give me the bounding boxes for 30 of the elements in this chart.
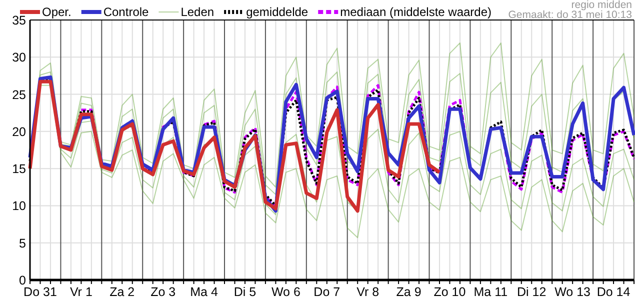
x-tick-label: Do 7 [314,285,340,299]
y-tick-label: 10 [12,199,26,214]
x-tick-label: Za 2 [110,285,135,299]
y-tick-label: 0 [19,274,26,288]
y-tick-label: 35 [12,14,26,28]
x-tick-label: Di 5 [234,285,256,299]
x-tick-label: Zo 10 [434,285,466,299]
y-tick-label: 25 [12,88,26,102]
x-tick-label: Wo 6 [271,285,300,299]
y-tick-label: 15 [12,162,26,176]
annotation: Gemaakt: do 31 mei 10:13 [508,9,632,21]
x-tick-label: Di 12 [517,285,546,299]
x-tick-label: Do 14 [596,285,630,299]
x-tick-label: Wo 13 [554,285,591,299]
x-tick-label: Do 31 [24,285,57,299]
legend-label: Controle [103,5,150,19]
x-tick-label: Ma 4 [190,285,218,299]
legend-label: gemiddelde [246,5,308,19]
legend-label: mediaan (middelste waarde) [340,5,492,19]
y-tick-label: 30 [12,50,26,65]
y-tick-label: 20 [12,124,26,139]
text: regio midden [571,0,632,11]
legend-label: Leden [180,5,214,19]
x-tick-label: Zo 3 [150,285,176,299]
x-tick-label: Za 9 [396,285,422,299]
y-tick-label: 5 [19,236,26,250]
x-tick-label: Vr 8 [356,285,380,299]
x-tick-label: Vr 1 [70,285,92,299]
legend-label: Oper. [42,5,72,19]
x-tick-label: Ma 11 [474,285,508,299]
